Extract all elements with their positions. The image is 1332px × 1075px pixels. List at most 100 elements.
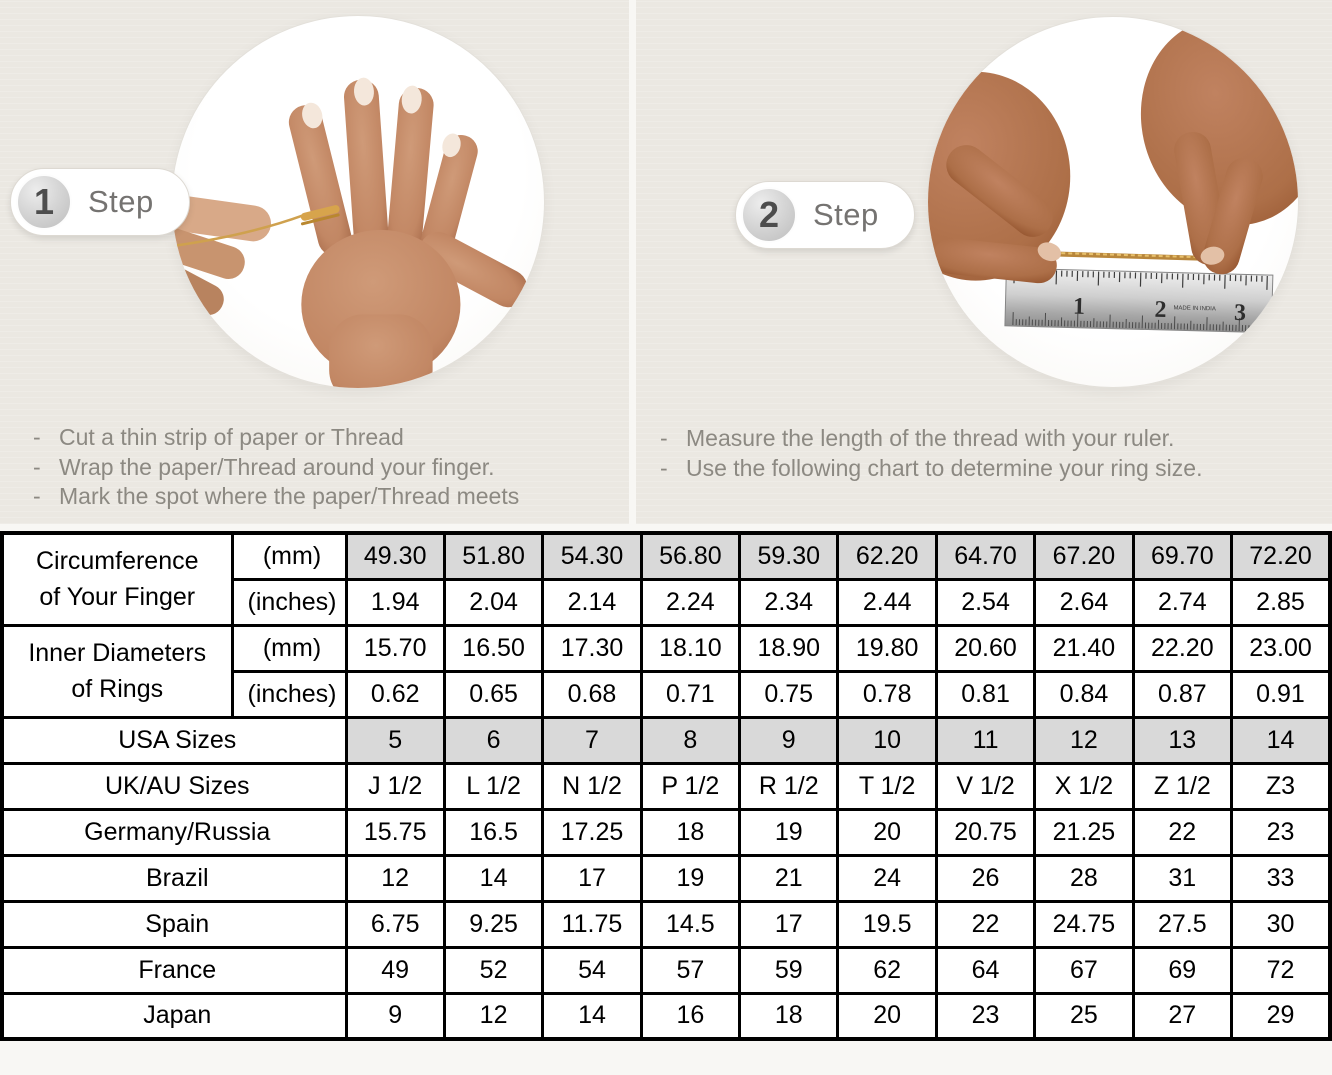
- size-value-cell: 14.5: [639, 899, 742, 949]
- size-value-cell: 62: [836, 945, 938, 995]
- size-value-cell: 0.65: [442, 669, 545, 719]
- size-value-cell: 52: [442, 945, 545, 995]
- size-value-cell: 14: [1230, 715, 1332, 765]
- table-row: USA Sizes 5 6 7 8 9 10 11 12 13 14: [0, 715, 1332, 765]
- size-value-cell: 11: [934, 715, 1037, 765]
- instruction-text: Use the following chart to determine you…: [686, 454, 1203, 481]
- unit-label: (mm): [230, 531, 348, 581]
- size-value-cell: L 1/2: [442, 761, 545, 811]
- size-value-cell: 33: [1230, 853, 1332, 903]
- size-value-cell: 6: [442, 715, 545, 765]
- size-value-cell: 18: [738, 991, 840, 1041]
- size-value-cell: 59: [738, 945, 840, 995]
- bullet-dash: -: [660, 425, 668, 451]
- size-value-cell: 2.14: [541, 577, 643, 627]
- size-value-cell: J 1/2: [344, 761, 446, 811]
- step2-instructions: - Measure the length of the thread with …: [660, 424, 1202, 483]
- size-value-cell: 72.20: [1230, 531, 1332, 581]
- size-value-cell: 17: [738, 899, 840, 949]
- size-value-cell: 9.25: [442, 899, 545, 949]
- step2-panel: 1 2 3 MADE IN INDIA: [636, 0, 1332, 524]
- size-value-cell: 26: [934, 853, 1037, 903]
- size-value-cell: 20: [836, 991, 938, 1041]
- row-label: UK/AU Sizes: [0, 761, 348, 811]
- size-value-cell: 5: [344, 715, 446, 765]
- size-value-cell: 13: [1131, 715, 1234, 765]
- size-value-cell: 9: [344, 991, 446, 1041]
- steps-section: 1 Step - Cut a thin strip of paper or Th…: [0, 0, 1332, 531]
- size-value-cell: 69.70: [1131, 531, 1234, 581]
- size-value-cell: 1.94: [344, 577, 446, 627]
- size-value-cell: 69: [1131, 945, 1234, 995]
- size-value-cell: 49.30: [344, 531, 446, 581]
- size-value-cell: 10: [836, 715, 938, 765]
- table-row: Germany/Russia 15.75 16.5 17.25 18 19 20 20.75 2…: [0, 807, 1332, 857]
- size-value-cell: 2.74: [1131, 577, 1234, 627]
- size-value-cell: 22.20: [1131, 623, 1234, 673]
- size-value-cell: 56.80: [639, 531, 742, 581]
- step2-number-badge: 2: [741, 187, 797, 243]
- size-value-cell: 12: [442, 991, 545, 1041]
- panel-divider: [629, 0, 636, 524]
- size-value-cell: 0.87: [1131, 669, 1234, 719]
- size-value-cell: Z3: [1230, 761, 1332, 811]
- row-label: France: [0, 945, 348, 995]
- step1-badge: 1 Step: [10, 168, 190, 236]
- instruction-text: Cut a thin strip of paper or Thread: [59, 424, 404, 450]
- table-row: France 49 52 54 57 59 62 64 67 69 72: [0, 945, 1332, 995]
- ruler-fine-print: MADE IN INDIA: [1173, 305, 1216, 312]
- size-value-cell: 0.68: [541, 669, 643, 719]
- size-value-cell: 21.40: [1033, 623, 1135, 673]
- table-row: Brazil 12 14 17 19 21 24 26 28 31 33: [0, 853, 1332, 903]
- size-value-cell: 0.91: [1230, 669, 1332, 719]
- size-value-cell: 19.5: [836, 899, 938, 949]
- size-value-cell: 23: [934, 991, 1037, 1041]
- size-value-cell: 0.81: [934, 669, 1037, 719]
- bullet-dash: -: [33, 453, 41, 480]
- bullet-dash: -: [660, 454, 668, 481]
- size-value-cell: 18: [639, 807, 742, 857]
- size-value-cell: 64: [934, 945, 1037, 995]
- step1-panel: 1 Step - Cut a thin strip of paper or Th…: [0, 0, 629, 524]
- row-group-label: Inner Diameters of Rings: [0, 623, 234, 719]
- size-value-cell: 12: [344, 853, 446, 903]
- size-value-cell: 17.25: [541, 807, 643, 857]
- size-value-cell: 23.00: [1230, 623, 1332, 673]
- instruction-text: Measure the length of the thread with yo…: [686, 425, 1175, 451]
- size-value-cell: Z 1/2: [1131, 761, 1234, 811]
- size-value-cell: 27: [1131, 991, 1234, 1041]
- size-value-cell: 11.75: [541, 899, 643, 949]
- size-value-cell: 0.71: [639, 669, 742, 719]
- size-value-cell: 16: [639, 991, 742, 1041]
- size-value-cell: 54.30: [541, 531, 643, 581]
- size-value-cell: 2.44: [836, 577, 938, 627]
- size-value-cell: T 1/2: [836, 761, 938, 811]
- instruction-item: - Mark the spot where the paper/Thread m…: [33, 482, 519, 512]
- size-value-cell: 51.80: [442, 531, 545, 581]
- instruction-item: - Cut a thin strip of paper or Thread: [33, 423, 519, 453]
- table-row: Japan 9 12 14 16 18 20 23 25 27 29: [0, 991, 1332, 1041]
- size-value-cell: N 1/2: [541, 761, 643, 811]
- size-value-cell: 24.75: [1033, 899, 1135, 949]
- size-value-cell: 27.5: [1131, 899, 1234, 949]
- size-value-cell: 25: [1033, 991, 1135, 1041]
- size-value-cell: 2.24: [639, 577, 742, 627]
- size-value-cell: 14: [442, 853, 545, 903]
- measuring-thread-with-ruler-photo-icon: 1 2 3 MADE IN INDIA: [928, 17, 1298, 334]
- size-value-cell: 8: [639, 715, 742, 765]
- size-value-cell: 22: [934, 899, 1037, 949]
- size-value-cell: 29: [1230, 991, 1332, 1041]
- size-value-cell: 67: [1033, 945, 1135, 995]
- size-value-cell: 49: [344, 945, 446, 995]
- size-value-cell: 21: [738, 853, 840, 903]
- ruler-number: 3: [1234, 300, 1247, 326]
- size-value-cell: 15.70: [344, 623, 446, 673]
- size-value-cell: 30: [1230, 899, 1332, 949]
- ruler-illustration: 1 2 3 MADE IN INDIA: [1004, 267, 1274, 334]
- size-value-cell: R 1/2: [738, 761, 840, 811]
- size-value-cell: 24: [836, 853, 938, 903]
- instruction-item: - Use the following chart to determine y…: [660, 454, 1202, 484]
- table-row: Inner Diameters of Rings (mm) 15.70 16.50 17.…: [0, 623, 1332, 719]
- size-value-cell: 19.80: [836, 623, 938, 673]
